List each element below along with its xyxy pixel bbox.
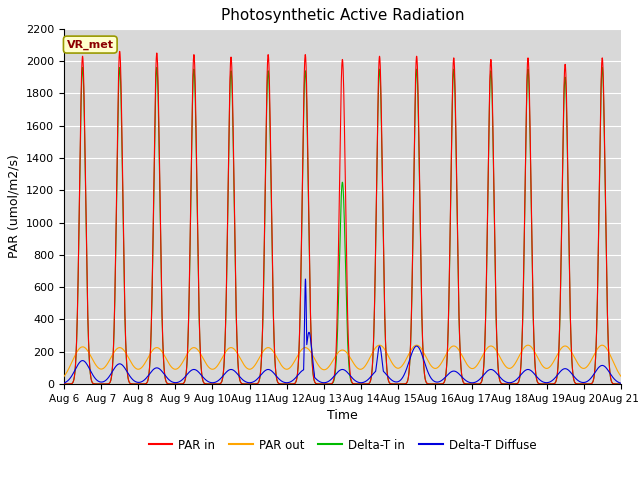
Legend: PAR in, PAR out, Delta-T in, Delta-T Diffuse: PAR in, PAR out, Delta-T in, Delta-T Dif… <box>144 434 541 456</box>
Title: Photosynthetic Active Radiation: Photosynthetic Active Radiation <box>221 9 464 24</box>
Text: VR_met: VR_met <box>67 39 114 50</box>
X-axis label: Time: Time <box>327 409 358 422</box>
Y-axis label: PAR (umol/m2/s): PAR (umol/m2/s) <box>8 155 20 258</box>
